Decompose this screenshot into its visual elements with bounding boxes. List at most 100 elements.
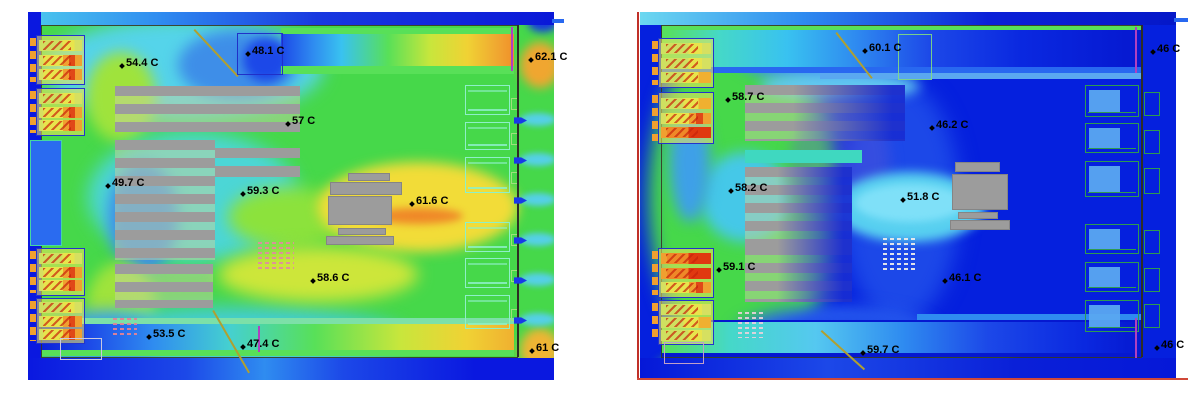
magnetics-tabs xyxy=(30,301,36,341)
inlet-nozzle xyxy=(514,117,527,124)
monitor-line xyxy=(258,326,260,352)
connector-inner-line xyxy=(468,187,507,189)
sensor-box xyxy=(898,34,932,80)
duct-wall xyxy=(662,353,1142,357)
connector-inner-line xyxy=(468,162,507,164)
monitor-line xyxy=(511,27,513,71)
contour-region xyxy=(218,247,418,302)
thermal-plot-right xyxy=(640,12,1176,380)
sensor-box xyxy=(237,33,283,75)
io-connector-tab xyxy=(1144,168,1160,194)
magnetics-block xyxy=(36,298,85,344)
magnetics-winding xyxy=(39,120,82,132)
probe-label: 46 C xyxy=(1161,339,1185,351)
probe-label: 60.1 C xyxy=(869,42,902,54)
probe-label: 59.3 C xyxy=(247,185,280,197)
probe-dot-icon xyxy=(862,48,868,54)
magnetics-block xyxy=(36,88,85,136)
magnetics-block xyxy=(658,92,714,144)
probe-label: 57 C xyxy=(292,115,316,127)
duct-wall xyxy=(662,25,1142,30)
fin-stack xyxy=(745,167,852,252)
magnetics-winding xyxy=(39,328,82,340)
connector-inner-line xyxy=(1088,287,1136,288)
temperature-probe: 46.2 C xyxy=(929,119,968,131)
magnetics-tabs xyxy=(30,38,36,82)
connector-inner-line xyxy=(1088,148,1136,149)
airflow-duct xyxy=(40,318,514,356)
probe-label: 46.1 C xyxy=(949,272,982,284)
probe-label: 59.1 C xyxy=(723,261,756,273)
magnetics-winding xyxy=(661,97,711,109)
probe-label: 59.7 C xyxy=(867,344,900,356)
connector-inner-line xyxy=(468,90,507,92)
temperature-probe: 58.7 C xyxy=(725,91,764,103)
magnetics-winding xyxy=(39,68,82,80)
magnetics-winding xyxy=(39,280,82,292)
heatsink-inlet-block xyxy=(30,140,62,246)
outlined-box xyxy=(60,338,102,360)
io-connector-outline xyxy=(1085,123,1139,153)
bottom-edge-strip xyxy=(28,358,554,380)
connector-inner-line xyxy=(1088,192,1136,193)
monitor-line xyxy=(1135,27,1137,73)
contour-region xyxy=(520,193,554,206)
inlet-nozzle xyxy=(514,317,527,324)
io-connector-tab xyxy=(1144,130,1160,154)
magnetics-winding xyxy=(661,57,711,69)
probe-dot-icon xyxy=(725,97,731,103)
io-connector-outline xyxy=(465,122,510,150)
probe-label: 51.8 C xyxy=(907,191,940,203)
chassis-right-wall xyxy=(517,25,519,357)
via-array xyxy=(738,312,764,338)
connector-inner-line xyxy=(468,127,507,129)
probe-dot-icon xyxy=(728,188,734,194)
inlet-nozzle xyxy=(514,237,527,244)
probe-dot-icon xyxy=(1150,49,1156,55)
magnetics-winding xyxy=(661,112,711,124)
window-border-red-left xyxy=(637,12,639,380)
io-connector-outline xyxy=(465,222,510,252)
magnetics-winding xyxy=(661,267,711,279)
magnetics-winding xyxy=(661,43,711,55)
magnetics-tabs xyxy=(30,251,36,293)
connector-inner-line xyxy=(468,144,507,146)
io-connector-outline xyxy=(1085,85,1139,117)
connector-fill xyxy=(1089,90,1120,112)
magnetics-winding xyxy=(39,315,82,327)
probe-dot-icon xyxy=(1154,345,1160,351)
thermal-plot-left xyxy=(28,12,554,380)
magnetics-block xyxy=(36,248,85,296)
io-connector-tab xyxy=(1144,230,1160,254)
magnetics-winding xyxy=(661,127,711,139)
via-array xyxy=(258,242,294,270)
component-block xyxy=(330,182,402,195)
probe-dot-icon xyxy=(942,278,948,284)
magnetics-tabs xyxy=(652,251,658,295)
connector-inner-line xyxy=(468,300,507,302)
magnetics-winding xyxy=(661,253,711,265)
connector-fill xyxy=(1089,166,1120,192)
io-connector-outline xyxy=(1085,161,1139,197)
io-connector-outline xyxy=(1085,262,1139,292)
magnetics-winding xyxy=(661,317,711,328)
via-array xyxy=(883,238,915,270)
fin-bar xyxy=(215,148,300,158)
magnetics-tabs xyxy=(652,41,658,85)
probe-dot-icon xyxy=(119,63,125,69)
component-block xyxy=(958,212,998,219)
probe-dot-icon xyxy=(409,201,415,207)
fin-stack xyxy=(745,245,852,302)
connector-inner-line xyxy=(468,227,507,229)
contour-region xyxy=(520,153,554,166)
io-connector-outline xyxy=(465,85,510,115)
connector-fill xyxy=(1089,229,1120,249)
edge-tick-left xyxy=(552,19,564,23)
inlet-nozzle xyxy=(514,277,527,284)
window-border-red-bottom xyxy=(637,378,1188,380)
probe-dot-icon xyxy=(245,51,251,57)
connector-inner-line xyxy=(468,282,507,284)
temperature-probe: 59.1 C xyxy=(716,261,756,273)
duct-wall xyxy=(662,67,1142,73)
